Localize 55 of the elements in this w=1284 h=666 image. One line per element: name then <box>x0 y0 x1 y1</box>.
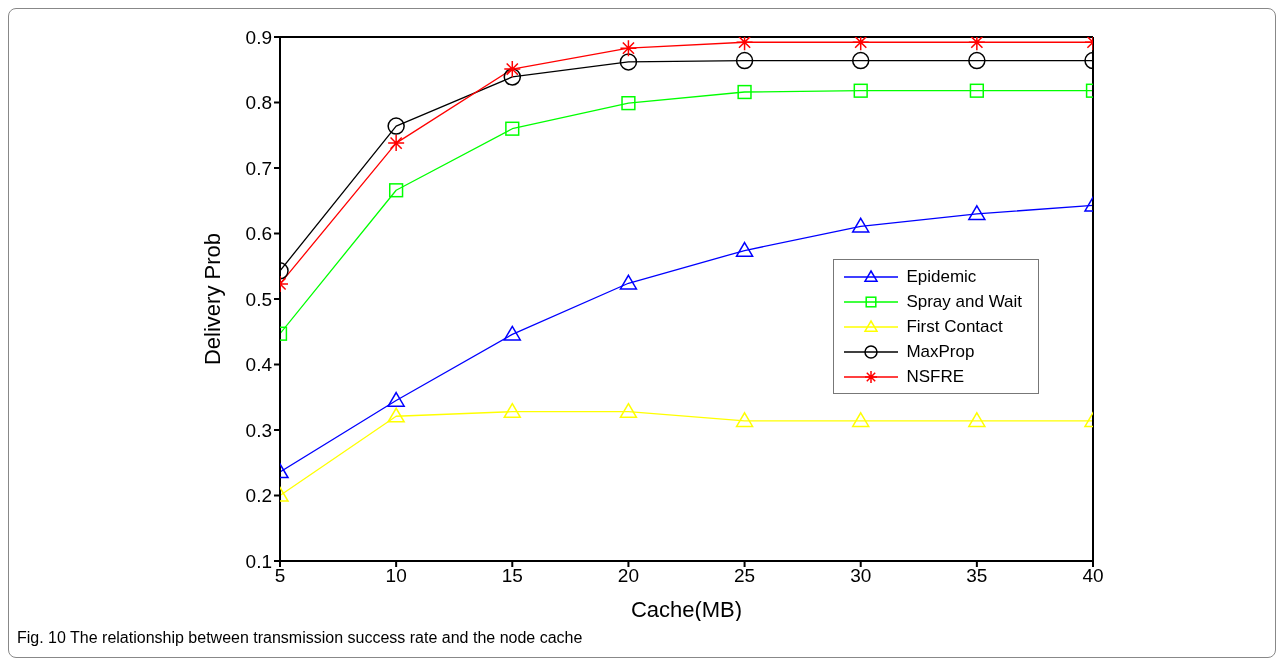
point <box>735 241 754 257</box>
y-tick-label: 0.6 <box>245 223 272 245</box>
point <box>851 37 870 51</box>
point <box>621 96 636 111</box>
point <box>735 412 754 428</box>
point <box>851 51 870 70</box>
point <box>619 402 638 419</box>
point <box>387 134 405 152</box>
point <box>735 51 754 70</box>
point <box>387 117 405 135</box>
point <box>851 217 870 233</box>
y-tick-label: 0.3 <box>245 419 272 441</box>
x-tick-label: 25 <box>734 565 756 587</box>
point <box>968 412 986 428</box>
point <box>387 391 405 407</box>
y-tick-label: 0.4 <box>245 354 273 376</box>
legend-label: Epidemic <box>906 266 977 287</box>
point <box>503 325 522 341</box>
x-tick-label: 35 <box>966 565 988 587</box>
y-axis-title: Delivery Prob <box>199 232 225 366</box>
point <box>968 37 986 51</box>
point <box>851 412 870 428</box>
point <box>388 183 404 198</box>
point <box>737 84 752 100</box>
caption: Fig. 10 The relationship between transmission success rate and the node cache <box>17 629 583 647</box>
y-tick-label: 0.1 <box>245 550 272 572</box>
x-tick-label: 20 <box>617 565 639 587</box>
point <box>387 407 405 423</box>
legend-label: First Contact <box>906 316 1003 337</box>
x-tick-label: 40 <box>1082 565 1104 587</box>
point <box>619 274 638 290</box>
legend-label: NSFRE <box>906 366 965 387</box>
point <box>619 39 638 57</box>
legend-label: MaxProp <box>906 341 975 362</box>
point <box>503 60 522 78</box>
y-tick-label: 0.2 <box>245 485 272 507</box>
x-tick-label: 10 <box>385 565 407 587</box>
point <box>505 121 520 136</box>
point <box>735 37 754 51</box>
point <box>968 51 986 70</box>
point <box>968 205 986 221</box>
point <box>619 53 638 71</box>
x-tick-label: 30 <box>850 565 872 587</box>
x-tick-label: 15 <box>501 565 523 587</box>
y-tick-label: 0.8 <box>245 92 272 114</box>
y-tick-label: 0.7 <box>245 157 272 179</box>
point <box>503 68 522 86</box>
x-tick-label: 5 <box>274 565 286 587</box>
point <box>969 83 985 98</box>
legend-label: Spray and Wait <box>906 291 1022 312</box>
point <box>503 402 522 419</box>
y-tick-label: 0.9 <box>245 26 272 48</box>
point <box>853 83 868 98</box>
y-tick-label: 0.5 <box>245 288 272 310</box>
x-axis-title: Cache(MB) <box>630 597 743 622</box>
